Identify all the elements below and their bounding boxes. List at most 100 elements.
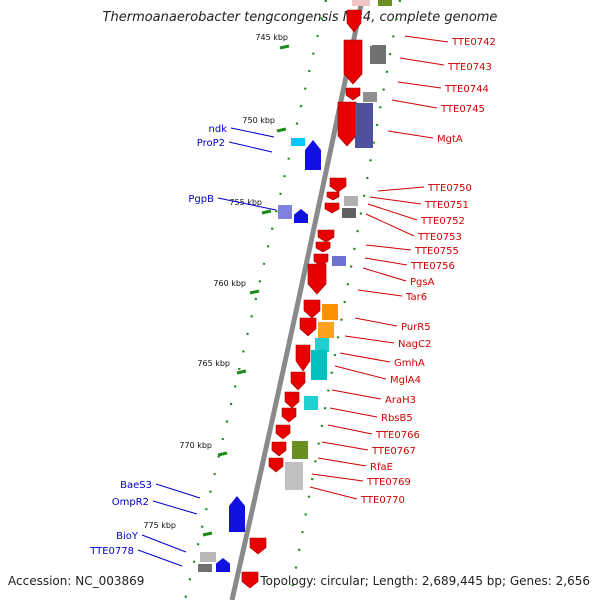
gene-labels: TTE0742 TTE0743 TTE0744 TTE0745 MgtA TTE0750 T… [89,37,496,557]
gene-label-left[interactable]: BaeS3 [120,480,152,491]
gene-label-right[interactable]: TTE0742 [451,37,496,48]
gene-feature[interactable] [285,462,303,490]
map-title: Thermoanaerobacter tengcongensis MB4, co… [102,10,498,25]
gene-feature[interactable] [372,45,386,64]
gene-feature[interactable] [378,0,392,6]
gene-feature[interactable] [200,552,216,562]
gene-label-left[interactable]: OmpR2 [112,497,149,508]
gene-feature[interactable] [305,140,321,170]
gene-feature[interactable] [322,304,338,320]
gene-feature[interactable] [318,322,334,338]
gene-feature[interactable] [315,338,329,352]
gene-label-right[interactable]: TTE0743 [447,62,492,73]
label-connector [217,197,277,211]
gene-feature[interactable] [304,396,318,410]
gene-feature[interactable] [363,92,377,102]
gene-label-right[interactable]: TTE0756 [410,261,455,272]
gene-feature[interactable] [343,39,363,85]
gene-feature[interactable] [229,496,245,532]
gene-label-right[interactable]: RfaE [370,462,393,473]
scale-label: 745 kbp [255,33,288,42]
gene-label-left[interactable]: ProP2 [197,138,225,149]
label-connector [377,186,425,192]
gene-feature[interactable] [249,537,267,555]
gene-label-right[interactable]: GmhA [394,358,425,369]
label-connector [364,257,408,266]
gene-label-right[interactable]: NagC2 [398,339,431,350]
genome-summary: Topology: circular; Length: 2,689,445 bp… [260,574,590,588]
gene-label-right[interactable]: AraH3 [385,395,416,406]
gene-feature[interactable] [291,138,305,146]
gene-feature[interactable] [337,101,357,147]
label-connector [367,203,418,221]
gene-label-right[interactable]: TTE0751 [424,200,469,211]
gene-feature[interactable] [345,87,361,101]
gene-feature[interactable] [307,263,327,295]
gene-feature[interactable] [329,177,347,193]
label-connector [339,352,391,363]
gene-label-right[interactable]: RbsB5 [381,413,413,424]
label-connector [228,141,273,153]
gene-feature[interactable] [344,196,358,206]
gene-feature[interactable] [292,441,308,459]
scale-tick [202,531,213,537]
gene-feature[interactable] [332,256,346,266]
gene-feature[interactable] [281,407,297,423]
scale-label: 770 kbp [179,441,212,450]
gene-feature[interactable] [216,558,230,572]
gene-feature[interactable] [268,457,284,473]
gene-label-left[interactable]: ndk [209,124,228,135]
gene-label-right[interactable]: TTE0755 [414,246,459,257]
scale-tick [217,451,228,457]
gene-feature[interactable] [275,424,291,440]
gene-feature[interactable] [315,241,331,253]
gene-label-right[interactable]: PgsA [410,277,435,288]
gene-label-right[interactable]: MglA4 [390,375,421,386]
gene-feature[interactable] [303,299,321,319]
gene-feature[interactable] [317,229,335,243]
gene-feature[interactable] [198,564,212,572]
label-connector [399,57,445,66]
gene-feature[interactable] [284,391,300,409]
gene-feature[interactable] [241,571,259,589]
gene-feature[interactable] [299,317,317,337]
gene-label-right[interactable]: PurR5 [401,322,431,333]
gene-feature[interactable] [271,441,287,457]
gene-label-right[interactable]: Tar6 [405,292,427,303]
gene-label-right[interactable]: TTE0745 [440,104,485,115]
gene-label-left[interactable]: BioY [116,531,139,542]
label-connector [387,130,434,139]
label-connector [321,441,369,451]
gene-label-right[interactable]: TTE0770 [360,495,405,506]
gene-feature[interactable] [324,202,340,214]
label-connector [331,389,382,400]
label-connector [230,127,275,138]
gene-feature[interactable] [342,208,356,218]
gene-label-right[interactable]: TTE0766 [375,430,420,441]
gene-feature[interactable] [278,205,292,219]
gene-feature[interactable] [346,9,362,33]
gene-label-right[interactable]: TTE0752 [420,216,465,227]
gene-feature[interactable] [355,103,373,148]
gene-feature[interactable] [295,344,311,372]
gene-label-left[interactable]: TTE0778 [89,546,134,557]
gene-label-right[interactable]: TTE0767 [371,446,416,457]
gene-label-right[interactable]: TTE0769 [366,477,411,488]
gene-label-right[interactable]: MgtA [437,134,463,145]
gene-feature[interactable] [313,253,329,267]
accession-text: Accession: NC_003869 [8,574,145,588]
gene-feature[interactable] [311,350,327,380]
scale-label: 755 kbp [229,198,262,207]
gene-label-right[interactable]: TTE0744 [444,84,489,95]
gene-feature[interactable] [326,191,340,201]
gene-label-right[interactable]: TTE0750 [427,183,472,194]
label-connector [344,335,395,344]
gene-feature[interactable] [290,371,306,391]
gene-feature[interactable] [294,209,308,223]
gene-label-right[interactable]: TTE0753 [417,232,462,243]
gene-feature[interactable] [352,0,370,6]
label-connector [309,486,358,500]
label-connector [317,457,367,467]
gene-label-left[interactable]: PgpB [188,194,214,205]
